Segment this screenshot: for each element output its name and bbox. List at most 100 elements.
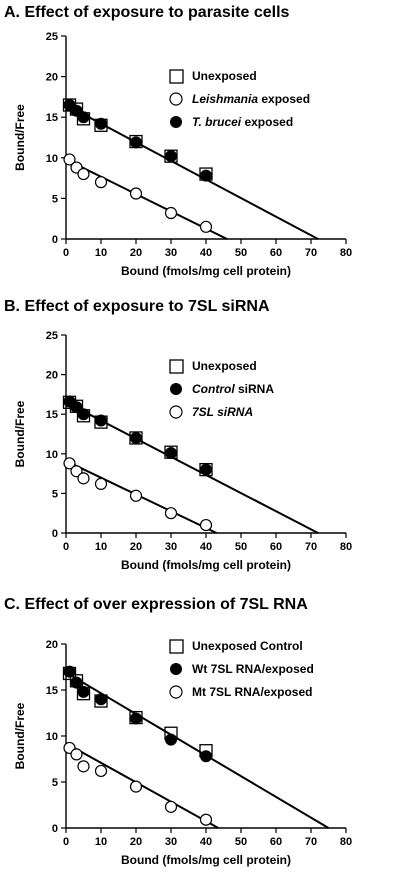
- x-axis-label: Bound (fmols/mg cell protein): [121, 558, 291, 572]
- x-tick-label: 70: [305, 541, 317, 553]
- y-tick-label: 10: [46, 449, 58, 461]
- y-axis-label: Bound/Free: [13, 702, 27, 769]
- y-tick-label: 15: [46, 112, 58, 124]
- y-tick-label: 5: [52, 193, 58, 205]
- data-point: [164, 445, 178, 459]
- chart-title: B. Effect of exposure to 7SL siRNA: [4, 298, 270, 315]
- data-point: [76, 112, 91, 126]
- x-tick-label: 50: [235, 836, 247, 848]
- y-tick-label: 0: [52, 528, 58, 540]
- data-point: [164, 149, 178, 163]
- data-point: [77, 760, 90, 773]
- data-point: [69, 399, 84, 413]
- data-point: [69, 674, 84, 688]
- y-tick-label: 20: [46, 72, 58, 84]
- data-point: [62, 395, 77, 409]
- legend-marker: [169, 359, 184, 374]
- regression-line: [65, 671, 330, 829]
- x-tick-label: 30: [165, 541, 177, 553]
- x-axis-label: Bound (fmols/mg cell protein): [121, 264, 291, 278]
- legend-marker: [170, 663, 182, 675]
- data-point: [129, 134, 143, 149]
- x-tick-label: 80: [340, 247, 352, 259]
- x-tick-label: 80: [340, 541, 352, 553]
- y-tick-label: 20: [46, 370, 58, 382]
- data-point: [77, 472, 90, 485]
- x-tick-label: 60: [270, 541, 282, 553]
- data-point: [76, 409, 91, 423]
- y-tick-label: 5: [52, 488, 58, 500]
- data-point: [63, 153, 76, 166]
- y-axis-label: Bound/Free: [13, 104, 27, 171]
- legend-marker: [170, 116, 182, 128]
- x-tick-label: 80: [340, 836, 352, 848]
- regression-line: [65, 401, 319, 534]
- data-point: [199, 744, 213, 758]
- x-tick-label: 40: [200, 541, 212, 553]
- chart-panel-a: A. Effect of exposure to parasite cells …: [0, 4, 400, 294]
- x-tick-label: 20: [130, 247, 142, 259]
- x-tick-label: 0: [63, 247, 69, 259]
- data-point: [62, 98, 77, 112]
- data-point: [94, 477, 108, 490]
- data-point: [77, 167, 90, 181]
- data-point: [94, 764, 108, 778]
- data-point: [129, 489, 143, 502]
- x-tick-label: 50: [235, 541, 247, 553]
- chart-c-svg: 0 10 20 30 40 50 60 70 80 0 5 10 15 20 Bound (fmols/mg…: [13, 639, 352, 867]
- legend-marker: [169, 92, 183, 106]
- data-point: [129, 780, 143, 793]
- x-tick-label: 10: [95, 541, 107, 553]
- chart-panel-b: B. Effect of exposure to 7SL siRNA 0 10 20…: [0, 298, 400, 588]
- legend-label: Mt 7SL RNA/exposed: [192, 685, 312, 699]
- y-tick-label: 15: [46, 685, 58, 697]
- data-point: [94, 415, 108, 429]
- y-tick-label: 5: [52, 777, 58, 789]
- y-axis-label: Bound/Free: [13, 400, 27, 467]
- legend-marker: [169, 69, 184, 84]
- data-point: [63, 457, 76, 470]
- y-tick-label: 25: [46, 31, 58, 43]
- chart-title: A. Effect of exposure to parasite cells: [4, 4, 290, 21]
- x-tick-label: 40: [200, 836, 212, 848]
- y-tick-label: 0: [52, 234, 58, 246]
- x-tick-label: 60: [270, 836, 282, 848]
- x-tick-label: 20: [130, 541, 142, 553]
- legend-label: Unexposed Control: [192, 639, 303, 653]
- legend-label: Wt 7SL RNA/exposed: [192, 662, 314, 676]
- data-point: [199, 813, 213, 826]
- legend-label: Unexposed: [192, 359, 257, 373]
- data-point: [94, 118, 108, 132]
- y-tick-label: 20: [46, 639, 58, 651]
- x-tick-label: 60: [270, 247, 282, 259]
- data-point: [129, 187, 143, 200]
- data-point: [94, 694, 108, 708]
- legend-label: 7SL siRNA: [192, 405, 253, 419]
- y-tick-label: 0: [52, 823, 58, 835]
- legend-marker: [169, 405, 183, 419]
- legend-marker: [169, 685, 183, 699]
- x-tick-label: 40: [200, 247, 212, 259]
- y-tick-label: 25: [46, 330, 58, 342]
- regression-line: [65, 104, 319, 240]
- legend-marker: [170, 383, 182, 395]
- x-tick-label: 70: [305, 247, 317, 259]
- data-point: [164, 726, 178, 740]
- data-point: [164, 206, 178, 220]
- data-point: [62, 666, 77, 681]
- y-tick-label: 10: [46, 153, 58, 165]
- data-point: [70, 465, 83, 478]
- x-tick-label: 10: [95, 836, 107, 848]
- x-tick-label: 70: [305, 836, 317, 848]
- data-point: [129, 431, 143, 445]
- data-point: [129, 710, 143, 725]
- chart-title: C. Effect of over expression of 7SL RNA: [4, 596, 308, 613]
- data-point: [164, 507, 178, 520]
- data-point: [199, 462, 213, 477]
- x-tick-label: 0: [63, 541, 69, 553]
- x-tick-label: 30: [165, 247, 177, 259]
- x-axis-label: Bound (fmols/mg cell protein): [121, 853, 291, 867]
- y-tick-label: 15: [46, 409, 58, 421]
- legend-label: Leishmania exposed: [192, 92, 310, 106]
- x-tick-label: 10: [95, 247, 107, 259]
